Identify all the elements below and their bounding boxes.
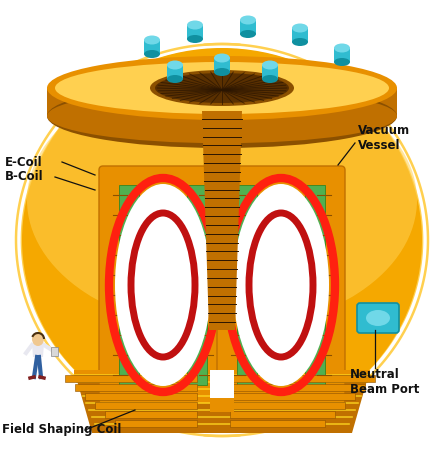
Ellipse shape (22, 48, 422, 432)
Ellipse shape (115, 184, 211, 386)
Bar (230, 411, 335, 418)
Ellipse shape (144, 50, 160, 58)
Ellipse shape (133, 215, 193, 355)
Polygon shape (32, 343, 44, 357)
Polygon shape (74, 370, 370, 380)
Ellipse shape (32, 332, 44, 346)
Bar (85, 393, 197, 400)
Polygon shape (210, 398, 234, 412)
Ellipse shape (47, 84, 397, 148)
Bar (230, 375, 375, 382)
Ellipse shape (167, 61, 183, 70)
Polygon shape (210, 370, 234, 405)
Ellipse shape (292, 24, 308, 32)
Ellipse shape (214, 68, 230, 76)
Ellipse shape (187, 20, 203, 30)
Ellipse shape (240, 15, 256, 25)
Text: B-Coil: B-Coil (5, 171, 43, 183)
Polygon shape (187, 25, 203, 39)
Ellipse shape (150, 70, 294, 106)
Bar (105, 411, 197, 418)
Polygon shape (262, 65, 278, 79)
Text: Vacuum
Vessel: Vacuum Vessel (358, 124, 410, 152)
Polygon shape (240, 20, 256, 34)
Ellipse shape (144, 35, 160, 45)
Ellipse shape (27, 70, 417, 330)
Bar (95, 402, 197, 409)
Ellipse shape (262, 75, 278, 83)
Bar (75, 384, 197, 391)
Ellipse shape (47, 89, 397, 143)
Polygon shape (144, 40, 160, 54)
Bar (230, 420, 325, 427)
Polygon shape (202, 111, 242, 330)
Ellipse shape (251, 215, 311, 355)
Polygon shape (47, 88, 397, 116)
Bar (237, 185, 257, 385)
Ellipse shape (233, 184, 329, 386)
Polygon shape (292, 28, 308, 42)
Ellipse shape (141, 225, 185, 345)
Bar (115, 420, 197, 427)
Ellipse shape (366, 310, 390, 326)
Polygon shape (334, 48, 350, 62)
Bar (51, 347, 58, 356)
Ellipse shape (155, 73, 289, 103)
Text: Field Shaping Coil: Field Shaping Coil (2, 424, 121, 436)
FancyBboxPatch shape (217, 166, 345, 404)
Ellipse shape (334, 58, 350, 66)
Ellipse shape (259, 225, 303, 345)
Ellipse shape (214, 54, 230, 62)
Ellipse shape (334, 44, 350, 52)
Ellipse shape (55, 62, 389, 114)
Polygon shape (214, 58, 230, 72)
Ellipse shape (187, 35, 203, 43)
FancyBboxPatch shape (357, 303, 399, 333)
Polygon shape (167, 65, 183, 79)
Bar (230, 393, 355, 400)
Bar (187, 185, 207, 385)
Text: E-Coil: E-Coil (5, 156, 43, 168)
Ellipse shape (47, 56, 397, 120)
Bar (230, 402, 345, 409)
Polygon shape (74, 370, 370, 433)
Text: Neutral
Beam Port: Neutral Beam Port (350, 368, 420, 396)
FancyBboxPatch shape (99, 166, 227, 404)
Ellipse shape (262, 61, 278, 70)
Ellipse shape (292, 38, 308, 46)
Bar (305, 185, 325, 385)
Ellipse shape (240, 30, 256, 38)
Bar (65, 375, 197, 382)
Bar (230, 384, 365, 391)
Bar (119, 185, 139, 385)
Ellipse shape (167, 75, 183, 83)
